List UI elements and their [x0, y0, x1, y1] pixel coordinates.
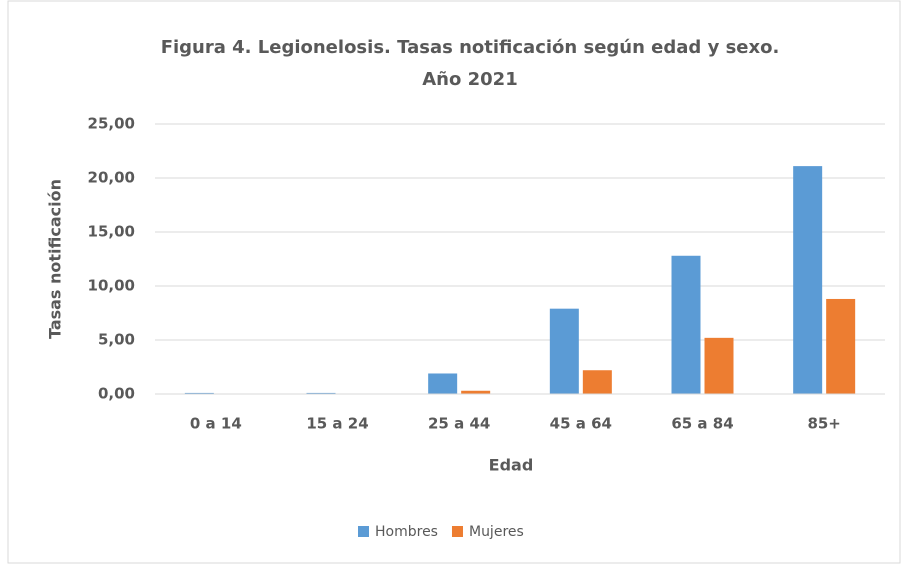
y-axis-title: Tasas notificación: [46, 179, 65, 339]
bar: [582, 370, 612, 394]
y-tick-label: 5,00: [98, 331, 135, 349]
y-tick-label: 15,00: [88, 223, 135, 241]
chart-frame: [7, 0, 901, 564]
bar: [461, 390, 491, 394]
x-tick-label: 15 a 24: [306, 415, 368, 433]
bar: [793, 166, 823, 394]
bar: [826, 298, 856, 394]
chart-title: Figura 4. Legionelosis. Tasas notificaci…: [161, 37, 780, 58]
legend-swatch: [358, 526, 369, 537]
bar: [549, 308, 579, 394]
bar: [184, 392, 214, 394]
bar: [704, 337, 734, 394]
x-tick-label: 85+: [807, 415, 840, 433]
bar: [671, 255, 701, 394]
chart-title: Año 2021: [422, 69, 517, 90]
legend-label: Mujeres: [469, 524, 524, 540]
bar: [428, 373, 458, 394]
x-tick-label: 65 a 84: [671, 415, 733, 433]
y-tick-label: 20,00: [88, 169, 135, 187]
legend-label: Hombres: [375, 524, 438, 540]
y-tick-label: 0,00: [98, 385, 135, 403]
y-tick-label: 25,00: [88, 115, 135, 133]
x-tick-label: 45 a 64: [550, 415, 612, 433]
x-tick-label: 25 a 44: [428, 415, 490, 433]
bar: [306, 392, 336, 394]
x-axis-title: Edad: [489, 456, 534, 475]
y-tick-label: 10,00: [88, 277, 135, 295]
x-tick-label: 0 a 14: [190, 415, 242, 433]
legend-swatch: [451, 526, 463, 537]
